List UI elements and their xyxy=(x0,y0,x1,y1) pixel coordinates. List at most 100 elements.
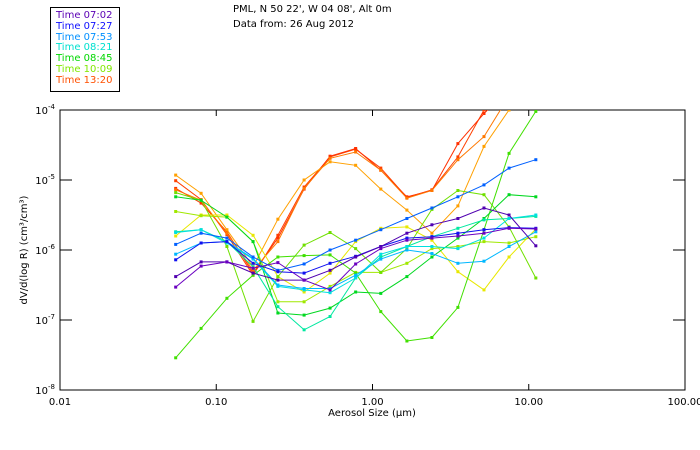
data-point xyxy=(328,231,332,234)
data-point xyxy=(328,288,332,292)
x-tick-label: 100.00 xyxy=(668,397,700,408)
data-point xyxy=(534,244,538,248)
x-tick-label: 10.00 xyxy=(514,397,543,408)
data-point xyxy=(379,247,383,251)
data-point xyxy=(225,213,229,217)
data-point xyxy=(534,235,538,239)
data-point xyxy=(354,276,358,280)
data-point xyxy=(456,247,460,251)
data-point xyxy=(302,254,306,258)
y-tick-label: 10-7 xyxy=(35,313,55,327)
data-point xyxy=(534,74,537,77)
data-point xyxy=(430,247,434,251)
data-point xyxy=(430,245,434,248)
data-point xyxy=(302,243,306,247)
data-point xyxy=(276,278,280,282)
data-point xyxy=(456,204,460,208)
data-point xyxy=(379,228,383,232)
data-point xyxy=(328,154,332,158)
y-tick-label: 10-6 xyxy=(35,243,55,257)
data-point xyxy=(302,300,306,304)
data-point xyxy=(405,236,409,240)
data-point xyxy=(328,291,332,295)
data-point xyxy=(507,217,511,220)
data-point xyxy=(174,242,178,246)
data-point xyxy=(508,88,511,91)
data-point xyxy=(430,252,434,255)
y-tick-label: 10-8 xyxy=(35,383,55,397)
data-point xyxy=(199,264,203,268)
data-point xyxy=(430,189,434,192)
data-point xyxy=(456,236,460,240)
data-point xyxy=(251,255,255,259)
data-point xyxy=(276,311,280,315)
data-point xyxy=(534,158,538,162)
data-point xyxy=(508,95,511,98)
data-point xyxy=(354,247,358,251)
data-point xyxy=(302,271,306,275)
data-point xyxy=(482,112,486,115)
date-subtitle: Data from: 26 Aug 2012 xyxy=(233,19,354,30)
data-point xyxy=(430,236,434,240)
data-point xyxy=(430,238,434,242)
data-point xyxy=(174,252,178,256)
data-point xyxy=(379,166,383,170)
data-point xyxy=(276,300,280,304)
data-point xyxy=(199,326,203,330)
data-point xyxy=(225,240,229,244)
x-tick-label: 0.10 xyxy=(205,397,227,408)
data-point xyxy=(379,187,383,191)
data-point xyxy=(507,166,511,170)
x-tick-label: 1.00 xyxy=(361,397,383,408)
data-point xyxy=(276,275,280,279)
data-point xyxy=(482,236,486,240)
data-point xyxy=(507,151,511,155)
data-point xyxy=(354,163,358,167)
data-point xyxy=(507,193,511,197)
data-point xyxy=(354,147,358,150)
data-point xyxy=(534,195,538,199)
data-point xyxy=(251,271,255,275)
data-point xyxy=(199,201,203,205)
data-point xyxy=(456,217,460,220)
data-point xyxy=(251,261,255,265)
data-point xyxy=(508,88,511,91)
data-point xyxy=(276,240,280,244)
data-point xyxy=(328,253,332,257)
data-point xyxy=(482,231,486,235)
data-point xyxy=(174,173,178,177)
data-point xyxy=(379,270,383,274)
legend-item: Time 13:20 xyxy=(56,74,113,86)
data-point xyxy=(534,74,537,77)
data-point xyxy=(251,266,255,270)
data-point xyxy=(199,231,203,235)
y-tick-label: 10-4 xyxy=(35,103,55,117)
data-point xyxy=(174,188,178,192)
data-point xyxy=(174,191,178,195)
legend-item: Time 07:27 xyxy=(56,20,113,32)
data-point xyxy=(251,240,255,244)
data-point xyxy=(405,208,409,212)
data-point xyxy=(430,206,434,210)
data-point xyxy=(276,236,280,240)
data-point xyxy=(354,273,358,277)
data-point xyxy=(534,81,537,84)
data-point xyxy=(174,258,178,262)
data-point xyxy=(302,178,306,182)
data-point xyxy=(199,241,203,245)
data-point xyxy=(482,183,486,187)
data-point xyxy=(328,271,332,275)
data-point xyxy=(225,231,229,235)
data-point xyxy=(174,356,178,360)
data-point xyxy=(456,231,460,235)
data-point xyxy=(276,305,280,309)
data-point xyxy=(456,270,460,274)
data-point xyxy=(174,179,178,183)
data-point xyxy=(276,233,280,237)
data-point xyxy=(482,228,486,232)
data-point xyxy=(405,238,409,242)
data-point xyxy=(225,260,229,264)
legend-item: Time 07:02 xyxy=(56,10,113,21)
data-point xyxy=(507,110,511,112)
